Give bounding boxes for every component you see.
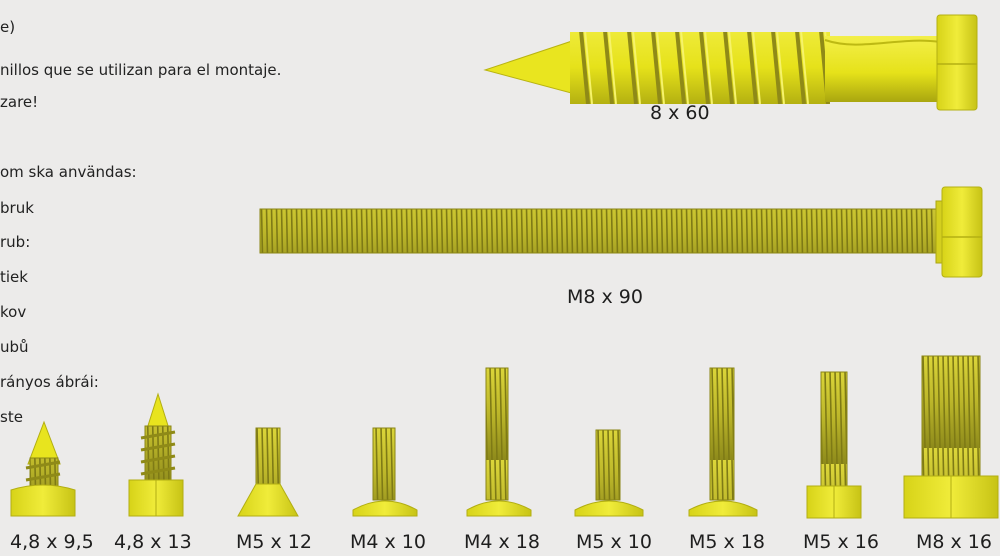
screw-m5x18-illustration [688,367,758,517]
screw-label-3: M5 x 12 [236,531,312,553]
text-line-6: rub: [0,233,31,251]
screw-label-2: 4,8 x 13 [114,531,192,553]
text-line-10: rányos ábrái: [0,373,99,391]
screw-label-9: M8 x 16 [916,531,992,553]
screw-m5x12-illustration [237,427,299,517]
screw-label-4: M4 x 10 [350,531,426,553]
screw-label-5: M4 x 18 [464,531,540,553]
screw-4-8x13-illustration [128,392,184,517]
text-line-7: tiek [0,268,28,286]
long-bolt-label: M8 x 90 [567,286,643,308]
text-line-2: nillos que se utilizan para el montaje. [0,61,282,79]
screw-4-8x9-5-illustration [10,420,76,517]
screw-label-8: M5 x 16 [803,531,879,553]
bolt-m8x90-illustration [259,186,983,278]
text-line-1: e) [0,18,16,36]
screw-m4x18-illustration [466,367,532,517]
lag-screw-8x60-illustration [483,14,978,111]
screw-m5x16-illustration [806,371,862,519]
text-line-11: ste [0,408,23,426]
text-line-5: bruk [0,199,34,217]
screw-m5x10-illustration [574,429,644,517]
screw-m4x10-illustration [352,427,418,517]
screw-label-1: 4,8 x 9,5 [10,531,94,553]
text-line-9: ubů [0,338,29,356]
screw-label-6: M5 x 10 [576,531,652,553]
text-line-8: kov [0,303,27,321]
screw-m8x16-illustration [903,355,999,519]
text-line-4: om ska användas: [0,163,137,181]
text-line-3: zare! [0,93,39,111]
lag-screw-label: 8 x 60 [650,102,710,124]
screw-label-7: M5 x 18 [689,531,765,553]
